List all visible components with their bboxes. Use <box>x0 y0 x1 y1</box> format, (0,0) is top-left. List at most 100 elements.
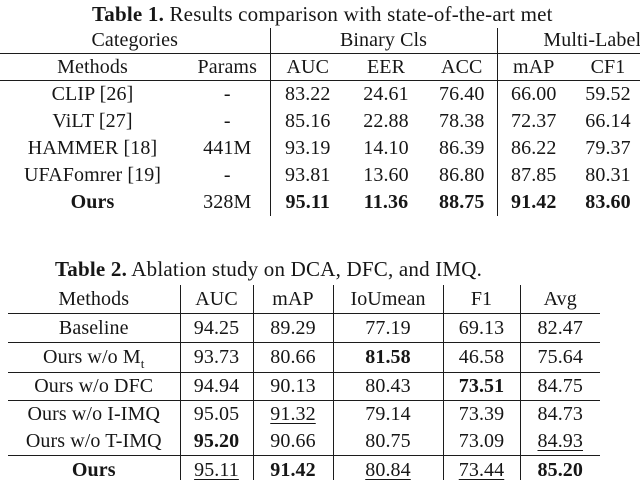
value-cell: 83.60 <box>585 191 631 213</box>
value-cell: 73.39 <box>442 400 520 428</box>
value-cell: 85.16 <box>269 108 345 135</box>
value-cell: 86.22 <box>496 135 570 162</box>
column-header: ACC <box>427 53 497 81</box>
value-cell: 91.32 <box>252 400 333 428</box>
value-cell: 80.43 <box>332 372 443 401</box>
value-cell: 93.73 <box>179 342 253 373</box>
column-header: AUC <box>269 53 345 81</box>
value-cell: 84.93 <box>519 428 600 456</box>
group-header-binary-cls: Binary Cls <box>269 28 497 54</box>
value-cell: 46.58 <box>442 342 520 373</box>
value-cell: 85.20 <box>519 455 600 480</box>
value-cell: 90.13 <box>252 372 333 401</box>
table1-caption: Table 1. Results comparison with state-o… <box>92 2 553 26</box>
value-cell: 73.09 <box>442 428 520 456</box>
table1-caption-text: Results comparison with state-of-the-art… <box>164 2 553 26</box>
table-row: UFAFomrer [19] - 93.81 13.60 86.80 87.85… <box>0 162 640 189</box>
column-header: Params <box>185 53 270 81</box>
value-cell: 90.66 <box>252 428 333 456</box>
value-cell: 78.38 <box>439 110 485 132</box>
method-cell: Ours w/o I-IMQ <box>27 403 160 425</box>
value-cell: 73.44 <box>442 455 520 480</box>
value-cell: 94.94 <box>179 372 253 401</box>
table-row: Methods AUC mAP IoUmean F1 Avg <box>8 285 600 314</box>
table-row: HAMMER [18] 441M 93.19 14.10 86.39 86.22… <box>0 135 640 162</box>
column-header: Avg <box>519 285 600 314</box>
method-cell: UFAFomrer [19] <box>23 164 162 186</box>
value-cell: 79.37 <box>585 137 631 159</box>
value-cell: 91.42 <box>496 189 570 216</box>
method-cell: Ours <box>71 459 116 480</box>
table2-caption-text: Ablation study on DCA, DFC, and IMQ. <box>127 257 483 281</box>
table-row: Ours w/o T-IMQ 95.20 90.66 80.75 73.09 8… <box>8 428 600 456</box>
value-cell: 24.61 <box>363 83 409 105</box>
method-cell: HAMMER [18] <box>27 137 158 159</box>
value-cell: 73.51 <box>442 372 520 401</box>
method-cell: Ours w/o DFC <box>8 372 180 401</box>
method-cell: ViLT [27] <box>52 110 133 132</box>
value-cell: 66.14 <box>585 110 631 132</box>
value-cell: 59.52 <box>585 83 631 105</box>
table-row: CLIP [26] - 83.22 24.61 76.40 66.00 59.5… <box>0 80 640 108</box>
params-cell: 328M <box>203 191 252 213</box>
column-header: mAP <box>252 285 333 314</box>
column-header: mAP <box>496 53 570 81</box>
value-cell: 95.05 <box>179 400 253 428</box>
value-cell: 89.29 <box>252 313 333 343</box>
value-cell: 86.80 <box>439 164 485 186</box>
value-cell: 77.19 <box>332 313 443 343</box>
value-cell: 83.22 <box>269 80 345 108</box>
method-cell: Ours w/o T-IMQ <box>8 428 180 456</box>
table2-ablation-study: Methods AUC mAP IoUmean F1 Avg Baseline … <box>8 285 600 480</box>
method-cell: Ours <box>70 191 115 213</box>
params-cell: - <box>223 83 231 105</box>
method-cell: Baseline <box>8 313 180 343</box>
table-row: Ours w/o I-IMQ 95.05 91.32 79.14 73.39 8… <box>8 400 600 428</box>
method-cell: Ours w/o Mt <box>8 342 180 373</box>
value-cell: 88.75 <box>439 191 485 213</box>
value-cell: 93.81 <box>269 162 345 189</box>
column-header: Methods <box>8 285 180 314</box>
value-cell: 86.39 <box>439 137 485 159</box>
method-label: Ours w/o M <box>43 346 141 368</box>
value-cell: 80.84 <box>332 455 443 480</box>
value-cell: 13.60 <box>363 164 409 186</box>
value-cell: 84.75 <box>519 372 600 401</box>
table-row: Ours 328M 95.11 11.36 88.75 91.42 83.60 <box>0 189 640 216</box>
value-cell: 94.25 <box>179 313 253 343</box>
value-cell: 69.13 <box>442 313 520 343</box>
value-cell: 93.19 <box>269 135 345 162</box>
table1-viewport: Categories Binary Cls Multi-Label Method… <box>0 28 640 216</box>
table2-viewport: Methods AUC mAP IoUmean F1 Avg Baseline … <box>8 285 608 480</box>
table-row: Ours w/o DFC 94.94 90.13 80.43 73.51 84.… <box>8 372 600 401</box>
value-cell: 91.42 <box>252 455 333 480</box>
value-cell: 95.11 <box>269 189 345 216</box>
table-row: ViLT [27] - 85.16 22.88 78.38 72.37 66.1… <box>0 108 640 135</box>
value-cell: 14.10 <box>363 137 409 159</box>
value-cell: 79.14 <box>332 400 443 428</box>
column-header: AUC <box>179 285 253 314</box>
value-cell: 80.66 <box>252 342 333 373</box>
params-cell: - <box>223 110 231 132</box>
value-cell: 11.36 <box>363 191 409 213</box>
value-cell: 95.20 <box>179 428 253 456</box>
column-header: Methods <box>0 53 185 81</box>
group-header-categories: Categories <box>0 28 270 54</box>
value-cell: 81.58 <box>332 342 443 373</box>
value-cell: 72.37 <box>496 108 570 135</box>
column-header: CF1 <box>570 53 640 81</box>
group-header-multi-label: Multi-Label <box>496 28 640 54</box>
params-cell: 441M <box>203 137 252 159</box>
column-header: IoUmean <box>332 285 443 314</box>
value-cell: 84.73 <box>519 400 600 428</box>
value-cell: 80.75 <box>332 428 443 456</box>
table-row: Methods Params AUC EER ACC mAP CF1 <box>0 53 640 81</box>
value-cell: 76.40 <box>439 83 485 105</box>
value-cell: 95.11 <box>179 455 253 480</box>
value-cell: 75.64 <box>519 342 600 373</box>
table-row: Baseline 94.25 89.29 77.19 69.13 82.47 <box>8 313 600 343</box>
value-cell: 87.85 <box>496 162 570 189</box>
params-cell: - <box>223 164 231 186</box>
value-cell: 80.31 <box>585 164 631 186</box>
column-header: EER <box>345 53 427 81</box>
